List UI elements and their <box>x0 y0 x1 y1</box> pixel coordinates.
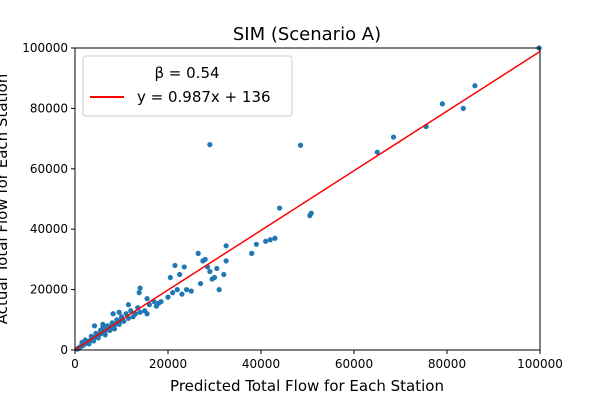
data-point-120 <box>390 134 397 140</box>
data-point-99 <box>197 280 204 287</box>
data-point-109 <box>223 258 229 264</box>
fit-line-group <box>74 50 541 351</box>
data-point-85 <box>144 296 150 302</box>
data-point-94 <box>179 291 185 297</box>
fit-line <box>74 50 541 351</box>
y-axis: 0 20000 40000 60000 80000 100000 <box>22 41 75 357</box>
data-point-92 <box>174 287 180 293</box>
legend-entry-label: y = 0.987x + 136 <box>137 88 271 106</box>
data-point-118 <box>308 210 314 216</box>
data-point-110 <box>223 243 229 249</box>
data-point-107 <box>216 287 222 293</box>
data-point-83 <box>136 290 142 296</box>
data-point-81 <box>116 309 122 315</box>
data-point-88 <box>165 294 171 300</box>
legend-box <box>82 55 293 117</box>
data-point-80 <box>110 311 116 317</box>
data-point-101 <box>202 256 208 262</box>
data-point-96 <box>184 287 190 293</box>
x-tick-label-0: 0 <box>71 357 79 371</box>
data-point-66 <box>123 311 129 317</box>
data-point-112 <box>253 241 259 247</box>
data-point-98 <box>195 250 201 256</box>
data-point-79 <box>100 321 106 327</box>
data-point-108 <box>221 271 227 278</box>
data-point-111 <box>249 250 255 256</box>
y-tick-label-0: 0 <box>60 343 68 357</box>
data-point-95 <box>181 264 187 270</box>
data-point-87 <box>158 299 164 305</box>
data-point-68 <box>128 308 134 314</box>
data-point-126 <box>297 142 304 148</box>
x-tick-label-3: 60000 <box>335 357 373 371</box>
data-point-61 <box>111 326 118 332</box>
data-point-119 <box>374 149 380 155</box>
data-point-114 <box>267 237 273 243</box>
data-point-93 <box>177 271 183 278</box>
data-point-123 <box>460 105 466 111</box>
x-axis: 0 20000 40000 60000 80000 100000 <box>71 350 563 371</box>
y-tick-label-1: 20000 <box>30 283 68 297</box>
data-point-103 <box>207 268 213 275</box>
legend-header: β = 0.54 <box>154 64 219 82</box>
x-tick-label-1: 20000 <box>149 357 187 371</box>
data-point-90 <box>170 290 176 296</box>
data-point-74 <box>144 311 150 317</box>
data-point-125 <box>207 142 213 148</box>
plot-frame <box>74 47 541 351</box>
data-point-105 <box>211 274 218 281</box>
y-tick-label-3: 60000 <box>30 162 68 176</box>
data-point-78 <box>91 323 98 329</box>
x-axis-label: Predicted Total Flow for Each Station <box>170 377 444 395</box>
y-tick-label-4: 80000 <box>30 101 68 115</box>
legend: β = 0.54 y = 0.987x + 136 <box>82 55 293 117</box>
data-point-122 <box>439 101 445 107</box>
data-point-97 <box>188 288 194 294</box>
data-point-116 <box>277 205 283 211</box>
data-point-59 <box>107 327 113 333</box>
data-point-72 <box>137 309 143 315</box>
data-point-115 <box>272 235 278 241</box>
data-point-86 <box>153 303 159 309</box>
data-point-52 <box>91 338 97 344</box>
x-tick-label-5: 100000 <box>517 357 563 371</box>
data-point-82 <box>125 302 132 308</box>
data-point-124 <box>472 83 478 89</box>
data-point-57 <box>102 332 108 338</box>
data-point-89 <box>167 274 173 281</box>
chart-title: SIM (Scenario A) <box>233 24 381 45</box>
data-point-84 <box>137 285 143 291</box>
data-point-91 <box>172 262 178 269</box>
data-point-113 <box>263 238 269 244</box>
x-tick-label-2: 40000 <box>242 357 280 371</box>
data-point-54 <box>95 335 101 341</box>
x-tick-label-4: 80000 <box>428 357 466 371</box>
y-tick-label-5: 100000 <box>22 41 68 55</box>
data-point-63 <box>116 321 122 327</box>
data-point-50 <box>86 341 92 347</box>
y-tick-label-2: 40000 <box>30 222 68 236</box>
data-point-106 <box>214 265 220 272</box>
y-axis-label: Actual Total Flow for Each Station <box>0 74 11 324</box>
